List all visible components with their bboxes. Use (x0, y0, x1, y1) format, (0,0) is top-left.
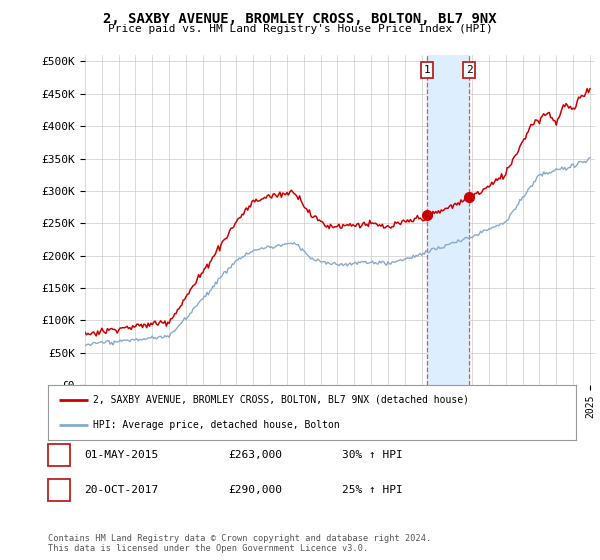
Bar (427, 55, 469, 385)
Text: 1: 1 (56, 450, 62, 460)
Text: 2: 2 (466, 65, 473, 75)
Text: 2: 2 (56, 485, 62, 495)
Text: 2, SAXBY AVENUE, BROMLEY CROSS, BOLTON, BL7 9NX (detached house): 2, SAXBY AVENUE, BROMLEY CROSS, BOLTON, … (93, 395, 469, 405)
Text: Contains HM Land Registry data © Crown copyright and database right 2024.
This d: Contains HM Land Registry data © Crown c… (48, 534, 431, 553)
Text: 20-OCT-2017: 20-OCT-2017 (84, 485, 158, 495)
Text: Price paid vs. HM Land Registry's House Price Index (HPI): Price paid vs. HM Land Registry's House … (107, 24, 493, 34)
Text: 25% ↑ HPI: 25% ↑ HPI (342, 485, 403, 495)
Text: 2, SAXBY AVENUE, BROMLEY CROSS, BOLTON, BL7 9NX: 2, SAXBY AVENUE, BROMLEY CROSS, BOLTON, … (103, 12, 497, 26)
Text: £263,000: £263,000 (228, 450, 282, 460)
Text: 30% ↑ HPI: 30% ↑ HPI (342, 450, 403, 460)
Text: 1: 1 (424, 65, 431, 75)
Text: £290,000: £290,000 (228, 485, 282, 495)
Text: 01-MAY-2015: 01-MAY-2015 (84, 450, 158, 460)
Text: HPI: Average price, detached house, Bolton: HPI: Average price, detached house, Bolt… (93, 420, 340, 430)
